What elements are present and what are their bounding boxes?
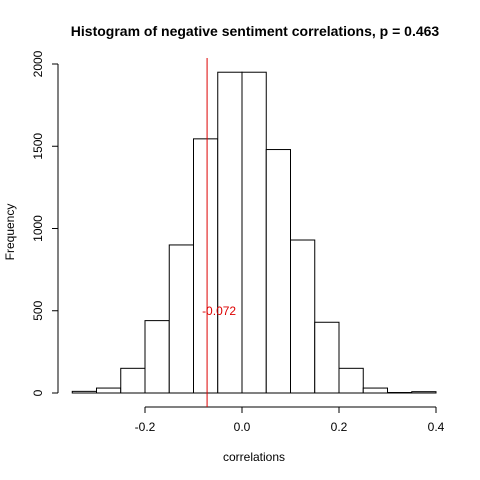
histogram-bar-10: [314, 321, 340, 394]
histogram-bar-0: [71, 390, 97, 394]
histogram-bar-7: [241, 71, 267, 394]
histogram-bar-12: [362, 387, 388, 394]
y-tick-label: 2000: [31, 50, 45, 77]
histogram-bar-4: [168, 244, 194, 394]
histogram-bar-3: [144, 320, 170, 394]
x-axis: -0.2 0.0 0.2 0.4: [135, 406, 445, 434]
histogram-bar-14: [411, 391, 437, 394]
y-tick-label: 1000: [31, 215, 45, 242]
x-tick-label: -0.2: [135, 420, 156, 434]
reference-line-label: -0.072: [202, 304, 236, 318]
histogram-bar-9: [290, 239, 316, 394]
y-tick-label: 0: [31, 389, 45, 396]
histogram-bar-2: [120, 367, 146, 394]
histogram-bar-6: [217, 71, 243, 394]
histogram-bar-5: [193, 138, 219, 394]
histogram-bar-11: [338, 367, 364, 394]
y-tick-label: 500: [31, 300, 45, 320]
chart-title: Histogram of negative sentiment correlat…: [71, 23, 440, 39]
y-tick-label: 1500: [31, 133, 45, 160]
bars-group: [71, 71, 437, 394]
x-tick-label: 0.4: [428, 420, 445, 434]
y-axis-label: Frequency: [3, 204, 17, 261]
x-tick-label: 0.2: [331, 420, 348, 434]
reference-line-group: -0.072: [202, 58, 236, 407]
x-axis-label: correlations: [223, 450, 285, 464]
y-axis: 0 500 1000 1500 2000: [31, 50, 59, 396]
histogram-bar-1: [96, 387, 122, 394]
x-tick-label: 0.0: [234, 420, 251, 434]
histogram-bar-8: [265, 149, 291, 394]
